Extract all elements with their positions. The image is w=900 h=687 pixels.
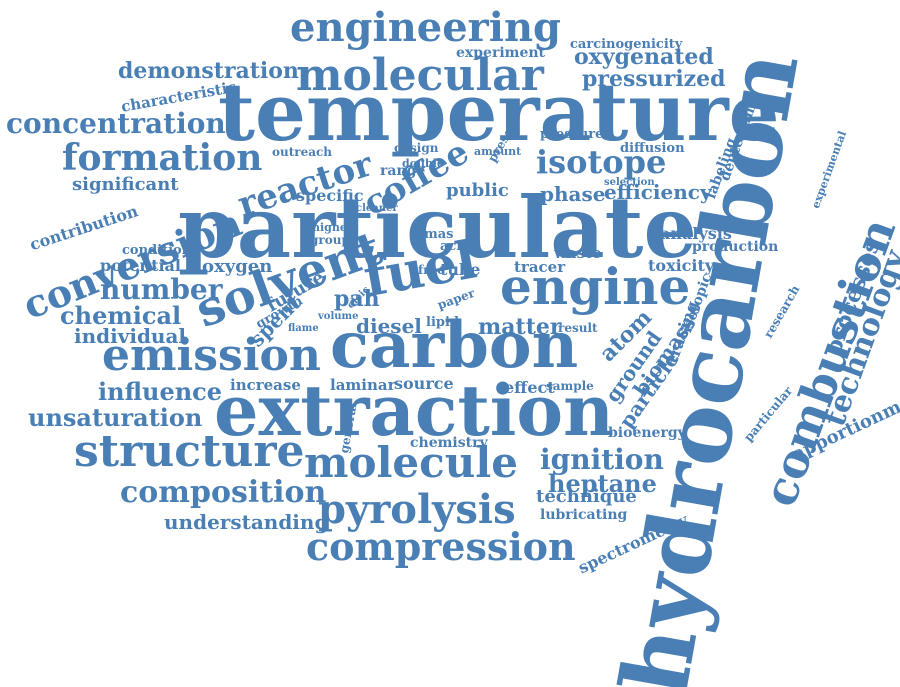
word: oxygenated bbox=[574, 44, 714, 70]
word: diesel bbox=[356, 314, 422, 338]
word: matter bbox=[478, 314, 562, 340]
word: tracer bbox=[514, 258, 566, 276]
word: technique bbox=[536, 486, 637, 507]
word: influence bbox=[98, 377, 223, 406]
word: selection bbox=[604, 177, 655, 188]
word: experiment bbox=[456, 45, 546, 61]
word: engineering bbox=[290, 4, 561, 51]
word: number bbox=[100, 273, 223, 306]
word: laminar bbox=[330, 376, 396, 394]
word: effect bbox=[504, 378, 555, 397]
word: lubricating bbox=[540, 507, 628, 523]
word: bioenergy bbox=[608, 425, 686, 441]
word: range bbox=[380, 163, 426, 179]
word: individual bbox=[74, 324, 187, 348]
word: increase bbox=[230, 376, 301, 394]
word: outreach bbox=[272, 145, 333, 159]
word: heptane bbox=[548, 469, 657, 498]
word: waste bbox=[554, 244, 602, 262]
word: chemistry bbox=[410, 435, 488, 451]
word: amount bbox=[474, 145, 522, 158]
word: highest bbox=[312, 221, 359, 234]
word: specific bbox=[296, 186, 364, 205]
word: particulate bbox=[178, 178, 697, 277]
word: free bbox=[418, 263, 445, 277]
word: molecule bbox=[304, 438, 518, 487]
word: volume bbox=[318, 311, 359, 322]
word: diffusion bbox=[620, 141, 685, 156]
word: pressure bbox=[540, 127, 604, 142]
word: significant bbox=[72, 174, 179, 195]
word: compression bbox=[306, 524, 576, 569]
word: toxicity bbox=[648, 256, 715, 275]
word: public bbox=[446, 180, 509, 201]
word: formation bbox=[62, 137, 263, 179]
word: mas bbox=[424, 227, 454, 242]
word: isotope bbox=[536, 143, 667, 181]
word: condition bbox=[122, 243, 192, 258]
word: understanding bbox=[164, 510, 329, 534]
word: demonstration bbox=[118, 58, 299, 84]
word: concentration bbox=[6, 107, 226, 140]
word: engine bbox=[500, 257, 691, 316]
word: result bbox=[558, 321, 598, 335]
word: extraction bbox=[214, 369, 614, 452]
word: carbon bbox=[330, 308, 579, 383]
word: source bbox=[394, 374, 454, 393]
word: group bbox=[310, 233, 350, 247]
word: cleaner bbox=[356, 203, 398, 214]
word: composition bbox=[120, 475, 327, 510]
word: experimental bbox=[809, 129, 850, 211]
word: design bbox=[394, 141, 439, 155]
word: pyrolysis bbox=[318, 486, 516, 533]
word: carcinogenicity bbox=[570, 37, 683, 52]
word: pressurized bbox=[582, 66, 726, 92]
word: double bbox=[402, 157, 444, 170]
word: chemical bbox=[60, 301, 182, 330]
word: phase bbox=[540, 182, 606, 206]
word: production bbox=[692, 239, 779, 255]
word: tube bbox=[440, 260, 481, 279]
word: efficiency bbox=[604, 180, 712, 204]
word: ignition bbox=[540, 443, 664, 476]
word: emission bbox=[102, 330, 321, 381]
word: structure bbox=[74, 426, 305, 477]
word: flame bbox=[288, 323, 319, 334]
word: analysis bbox=[660, 224, 732, 243]
word: unsaturation bbox=[28, 403, 203, 432]
word: sample bbox=[546, 379, 594, 393]
word: lipid bbox=[426, 315, 459, 330]
word: potential bbox=[100, 256, 181, 275]
word: acid bbox=[440, 239, 471, 254]
word: temperature bbox=[218, 65, 780, 159]
word: oxygen bbox=[202, 256, 273, 277]
word: molecular bbox=[296, 50, 544, 101]
word: pah bbox=[334, 286, 380, 312]
